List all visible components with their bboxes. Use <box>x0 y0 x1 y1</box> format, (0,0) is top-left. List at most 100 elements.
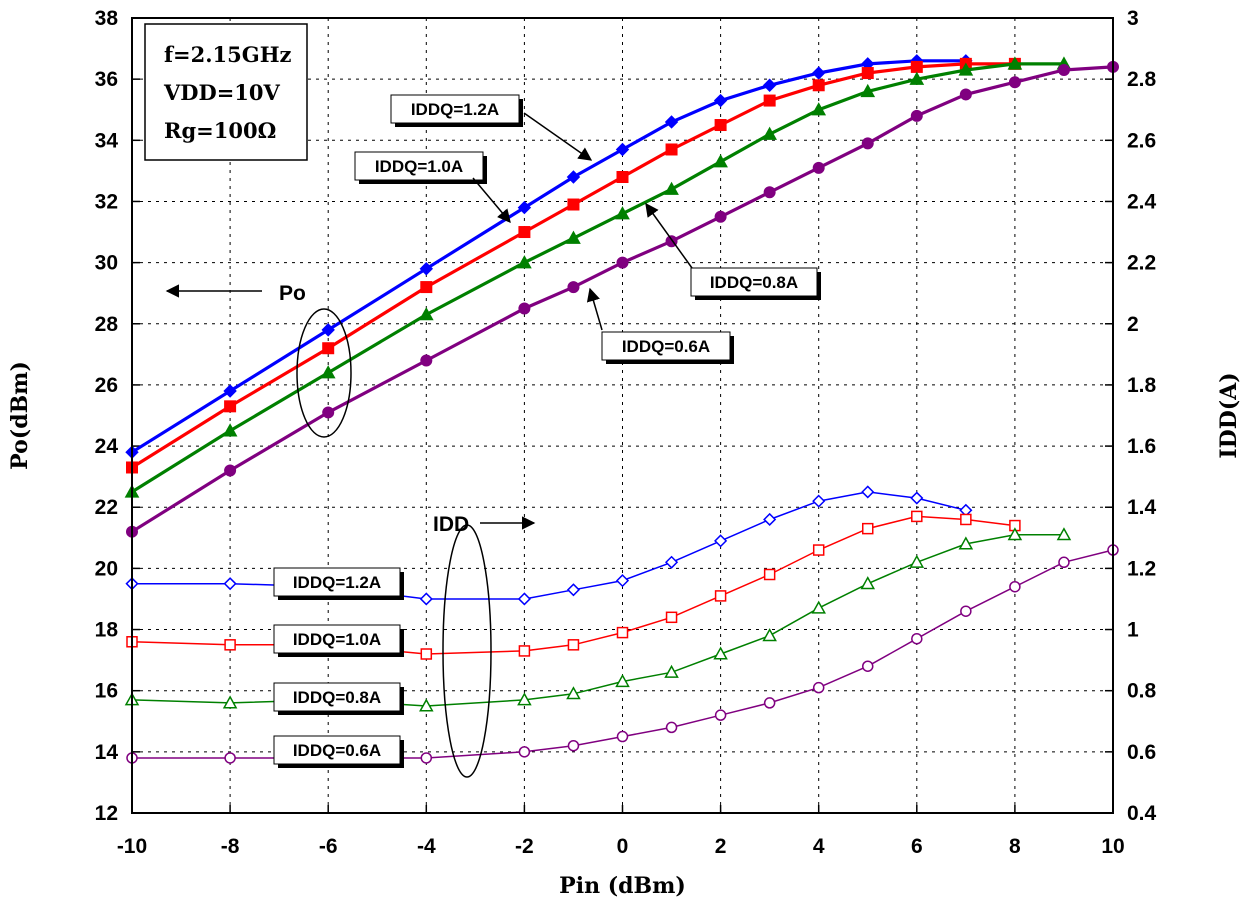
series-label-text: IDDQ=0.8A <box>293 688 381 707</box>
left-tick-label: 32 <box>95 190 118 213</box>
data-point-square <box>224 639 236 651</box>
data-point-triangle <box>222 423 238 437</box>
data-point-circle <box>616 730 629 743</box>
series-label-text: IDDQ=1.2A <box>293 573 381 592</box>
data-point-triangle <box>1007 527 1023 541</box>
data-point-triangle <box>419 698 434 712</box>
data-point-square <box>224 400 237 413</box>
data-point-square <box>518 645 531 657</box>
data-point-circle <box>1009 580 1021 593</box>
series-idd-4 <box>125 485 973 606</box>
data-point-diamond <box>714 534 728 548</box>
data-point-triangle <box>860 576 876 590</box>
data-point-circle <box>910 109 923 122</box>
left-tick-label: 28 <box>95 313 119 336</box>
data-point-circle <box>518 302 531 315</box>
data-point-circle <box>714 709 727 721</box>
data-point-square <box>420 648 433 660</box>
series-label-idd-5: IDDQ=1.0A <box>273 624 404 657</box>
data-point-diamond <box>713 93 728 108</box>
data-point-circle <box>567 739 580 752</box>
data-point-circle <box>1058 556 1070 569</box>
annotations: Po IDD IDDQ=1.2A IDDQ=1.0A IDDQ=0.8A IDDQ=0… <box>165 94 821 778</box>
series-label-idd-4: IDDQ=1.2A <box>273 567 404 600</box>
series-label-idd-6: IDDQ=0.8A <box>273 682 404 715</box>
left-tick-label: 16 <box>95 680 118 703</box>
x-tick-label: 8 <box>1009 835 1021 858</box>
data-point-diamond <box>517 200 532 215</box>
series-po-1 <box>126 57 1021 474</box>
data-point-diamond <box>664 555 679 569</box>
data-point-diamond <box>517 592 531 606</box>
left-tick-label: 38 <box>95 7 119 30</box>
data-point-circle <box>763 697 776 709</box>
series-label-text: IDDQ=1.2A <box>411 100 499 119</box>
data-point-square <box>862 522 874 535</box>
x-tick-label: -8 <box>221 835 240 858</box>
series-line <box>131 62 1064 494</box>
data-point-square <box>665 611 678 624</box>
label-box <box>354 151 484 181</box>
right-tick-label: 2.6 <box>1127 129 1156 152</box>
data-point-triangle <box>1056 527 1072 541</box>
right-tick-label: 0.6 <box>1127 741 1156 764</box>
conditions-box: f=2.15GHz VDD=10V Rg=100Ω <box>144 23 308 161</box>
data-point-diamond <box>223 577 237 591</box>
series-label-text: IDDQ=1.0A <box>293 630 381 649</box>
series-idd-6 <box>124 527 1072 712</box>
left-tick-label: 30 <box>95 252 118 275</box>
right-axis-title: IDD(A) <box>1216 372 1242 458</box>
po-group-label: Po <box>279 282 306 305</box>
idd-group-label: IDD <box>433 513 469 536</box>
series-label-po-3: IDDQ=0.6A <box>586 287 734 364</box>
series-line <box>131 59 966 454</box>
data-point-triangle <box>615 206 630 220</box>
data-point-square <box>812 79 825 92</box>
data-point-circle <box>862 660 874 672</box>
data-point-square <box>763 568 776 581</box>
data-point-circle <box>911 632 923 645</box>
data-point-triangle <box>320 365 336 379</box>
data-point-triangle <box>566 230 581 244</box>
label-box <box>690 267 818 297</box>
series-line <box>131 534 1064 707</box>
data-point-triangle <box>811 102 827 116</box>
right-tick-label: 1.2 <box>1127 557 1156 580</box>
left-tick-label: 14 <box>95 741 119 764</box>
data-point-circle <box>959 88 972 101</box>
left-tick-label: 36 <box>95 68 118 91</box>
series-label-text: IDDQ=1.0A <box>375 157 463 176</box>
data-point-square <box>616 626 629 639</box>
data-point-diamond <box>419 262 434 276</box>
data-point-circle <box>714 210 727 223</box>
data-point-square <box>911 510 923 523</box>
data-point-diamond <box>811 66 826 80</box>
x-tick-label: -2 <box>515 835 534 858</box>
data-point-circle <box>665 721 678 734</box>
data-point-triangle <box>713 646 728 660</box>
data-point-square <box>812 544 825 556</box>
x-tick-label: -6 <box>319 835 338 858</box>
x-axis-title: Pin (dBm) <box>559 873 686 899</box>
data-point-diamond <box>763 512 777 527</box>
idd-group-ellipse <box>442 524 492 778</box>
label-arrow <box>472 177 511 224</box>
data-point-circle <box>420 354 433 367</box>
data-point-circle <box>1008 76 1021 89</box>
data-point-diamond <box>321 323 335 337</box>
data-point-triangle <box>517 692 532 706</box>
right-tick-label: 0.8 <box>1127 680 1157 703</box>
data-point-circle <box>616 256 629 269</box>
data-point-triangle <box>418 307 434 321</box>
x-tick-label: 2 <box>715 835 727 858</box>
data-point-circle <box>224 464 237 477</box>
label-box <box>273 682 401 712</box>
data-point-triangle <box>1007 56 1023 70</box>
data-point-circle <box>812 161 825 174</box>
data-point-circle <box>322 406 335 419</box>
data-point-triangle <box>566 686 581 700</box>
data-point-triangle <box>909 71 925 85</box>
data-point-triangle <box>860 83 876 98</box>
data-point-circle <box>812 681 825 694</box>
